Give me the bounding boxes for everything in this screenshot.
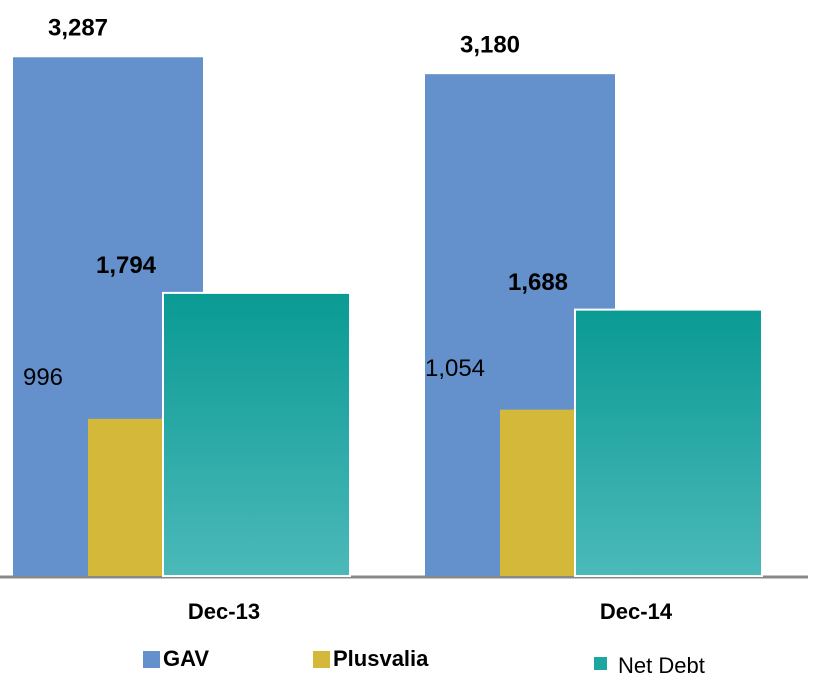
x-tick-label: Dec-13 [188,599,260,624]
data-label: 996 [23,364,63,391]
data-label: 1,054 [425,355,485,382]
data-label: 1,688 [508,269,568,296]
bar [500,409,575,576]
legend-swatch [594,657,607,670]
legend-label: GAV [163,646,209,671]
x-tick-label: Dec-14 [600,599,673,624]
legend-label: Plusvalia [333,646,429,671]
legend-label: Net Debt [618,653,705,678]
bar [162,291,351,577]
bar [574,308,763,577]
bar [88,418,163,576]
legend-swatch [143,651,160,668]
data-label: 3,180 [460,32,520,59]
data-label: 3,287 [48,15,108,42]
legend-swatch [313,651,330,668]
data-label: 1,794 [96,252,157,279]
